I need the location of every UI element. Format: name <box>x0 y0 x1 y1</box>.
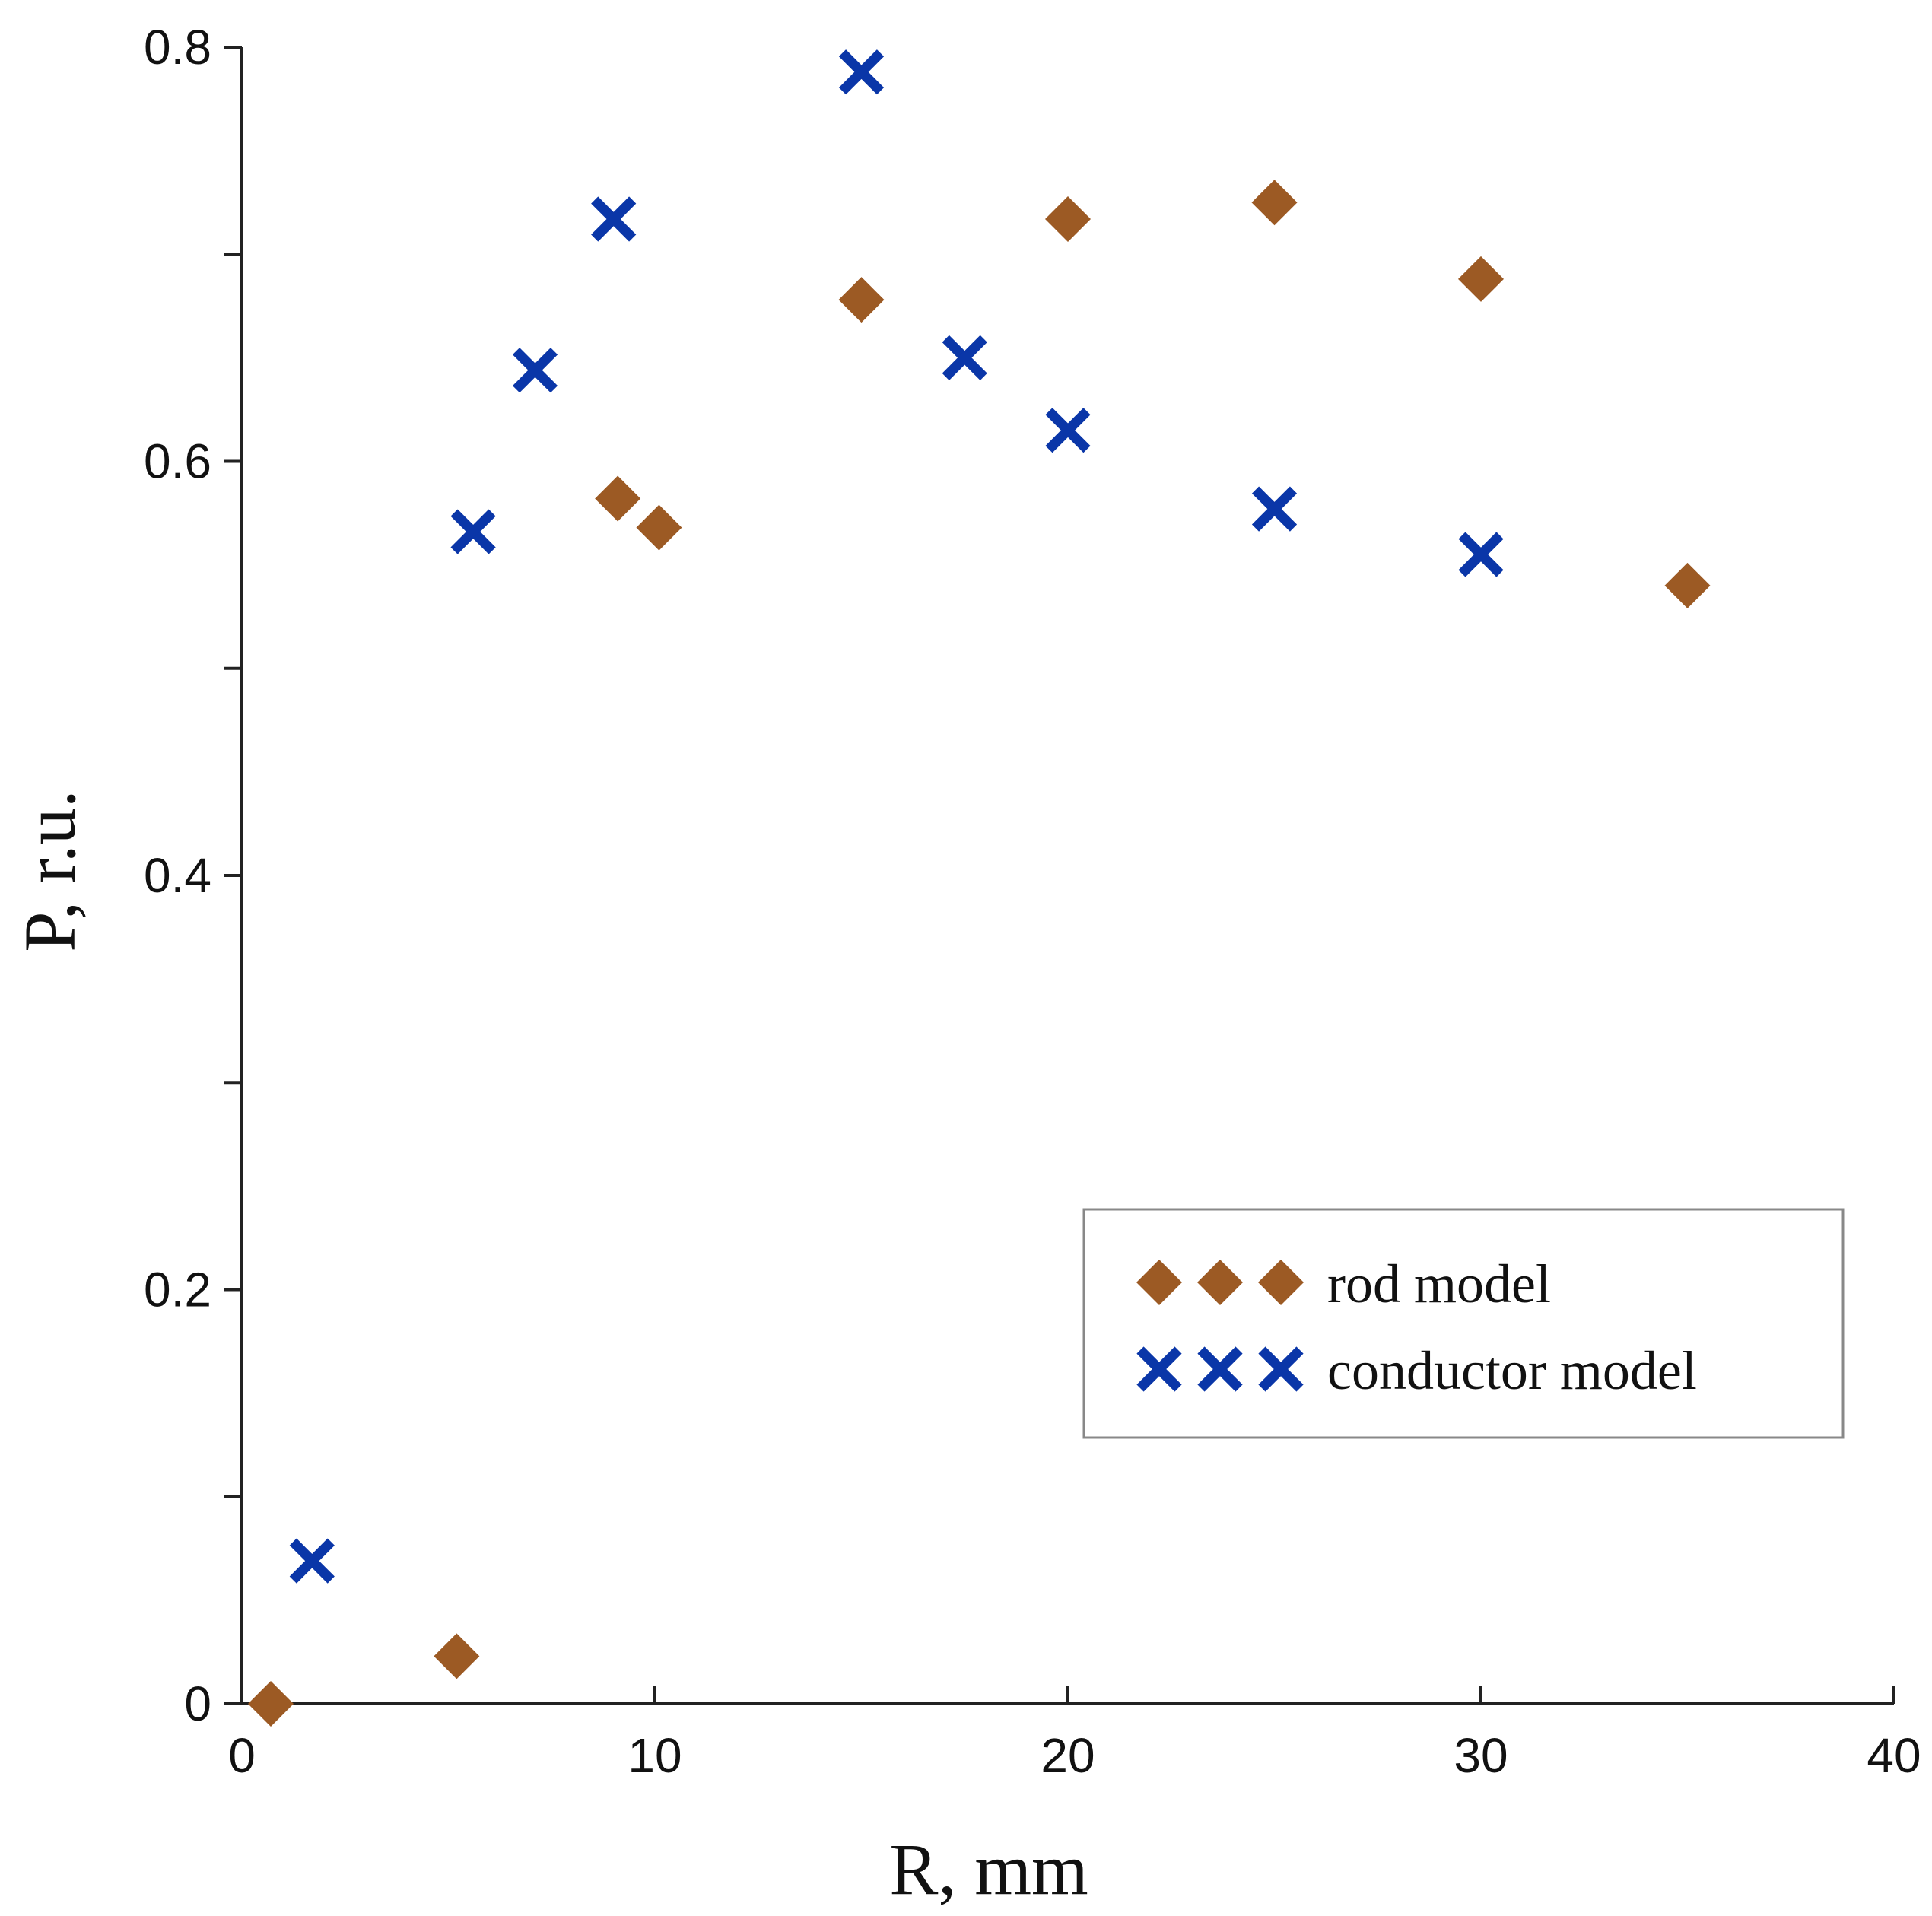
data-point-x <box>1458 532 1504 577</box>
legend-marker <box>1258 1260 1304 1305</box>
series-rod-model <box>248 180 1711 1727</box>
legend-entry-rod-model: rod model <box>1136 1254 1551 1314</box>
series-conductor-model <box>289 49 1504 1584</box>
legend-label-conductor-model: conductor model <box>1327 1340 1697 1401</box>
data-point-diamond <box>1045 195 1091 242</box>
data-point-x <box>512 348 558 393</box>
x-tick-label: 20 <box>1041 1728 1095 1783</box>
y-axis-title: P, r.u. <box>9 790 91 952</box>
x-tick-label: 40 <box>1867 1728 1921 1783</box>
y-tick-label: 0.4 <box>144 848 211 903</box>
data-point-diamond <box>1251 180 1298 226</box>
data-point-x <box>942 335 987 380</box>
y-tick-label: 0.6 <box>144 434 211 489</box>
legend-marker <box>1136 1346 1182 1392</box>
data-point-diamond <box>595 475 641 522</box>
x-tick-label: 0 <box>228 1728 256 1783</box>
data-point-x <box>1045 408 1091 453</box>
legend-marker <box>1258 1346 1304 1392</box>
data-point-x <box>1251 486 1298 532</box>
x-tick-label: 30 <box>1454 1728 1508 1783</box>
legend-label-rod-model: rod model <box>1327 1254 1551 1314</box>
axes <box>224 46 1895 1705</box>
x-axis-title: R, mm <box>889 1829 1088 1910</box>
y-tick-label: 0.2 <box>144 1263 211 1317</box>
data-markers <box>248 49 1711 1727</box>
legend-marker <box>1197 1346 1243 1392</box>
data-point-x <box>450 509 496 554</box>
data-point-diamond <box>838 277 885 323</box>
tick-labels: 0 0.2 0.4 0.6 0.8 0 10 20 30 40 <box>144 20 1921 1783</box>
legend-marker <box>1136 1260 1182 1305</box>
data-point-diamond <box>248 1681 294 1727</box>
data-point-diamond <box>1458 256 1504 302</box>
data-point-diamond <box>636 504 682 551</box>
y-tick-label: 0.8 <box>144 20 211 75</box>
data-point-diamond <box>1664 562 1711 608</box>
y-tick-label: 0 <box>184 1676 211 1731</box>
legend-box <box>1082 1208 1845 1439</box>
data-point-diamond <box>434 1633 480 1679</box>
data-point-x <box>591 196 637 242</box>
x-tick-label: 10 <box>628 1728 682 1783</box>
data-point-x <box>838 49 885 95</box>
legend-marker <box>1197 1260 1243 1305</box>
legend-entry-conductor-model: conductor model <box>1136 1340 1697 1401</box>
data-point-x <box>289 1538 335 1584</box>
legend: rod model conductor model <box>1082 1208 1845 1439</box>
